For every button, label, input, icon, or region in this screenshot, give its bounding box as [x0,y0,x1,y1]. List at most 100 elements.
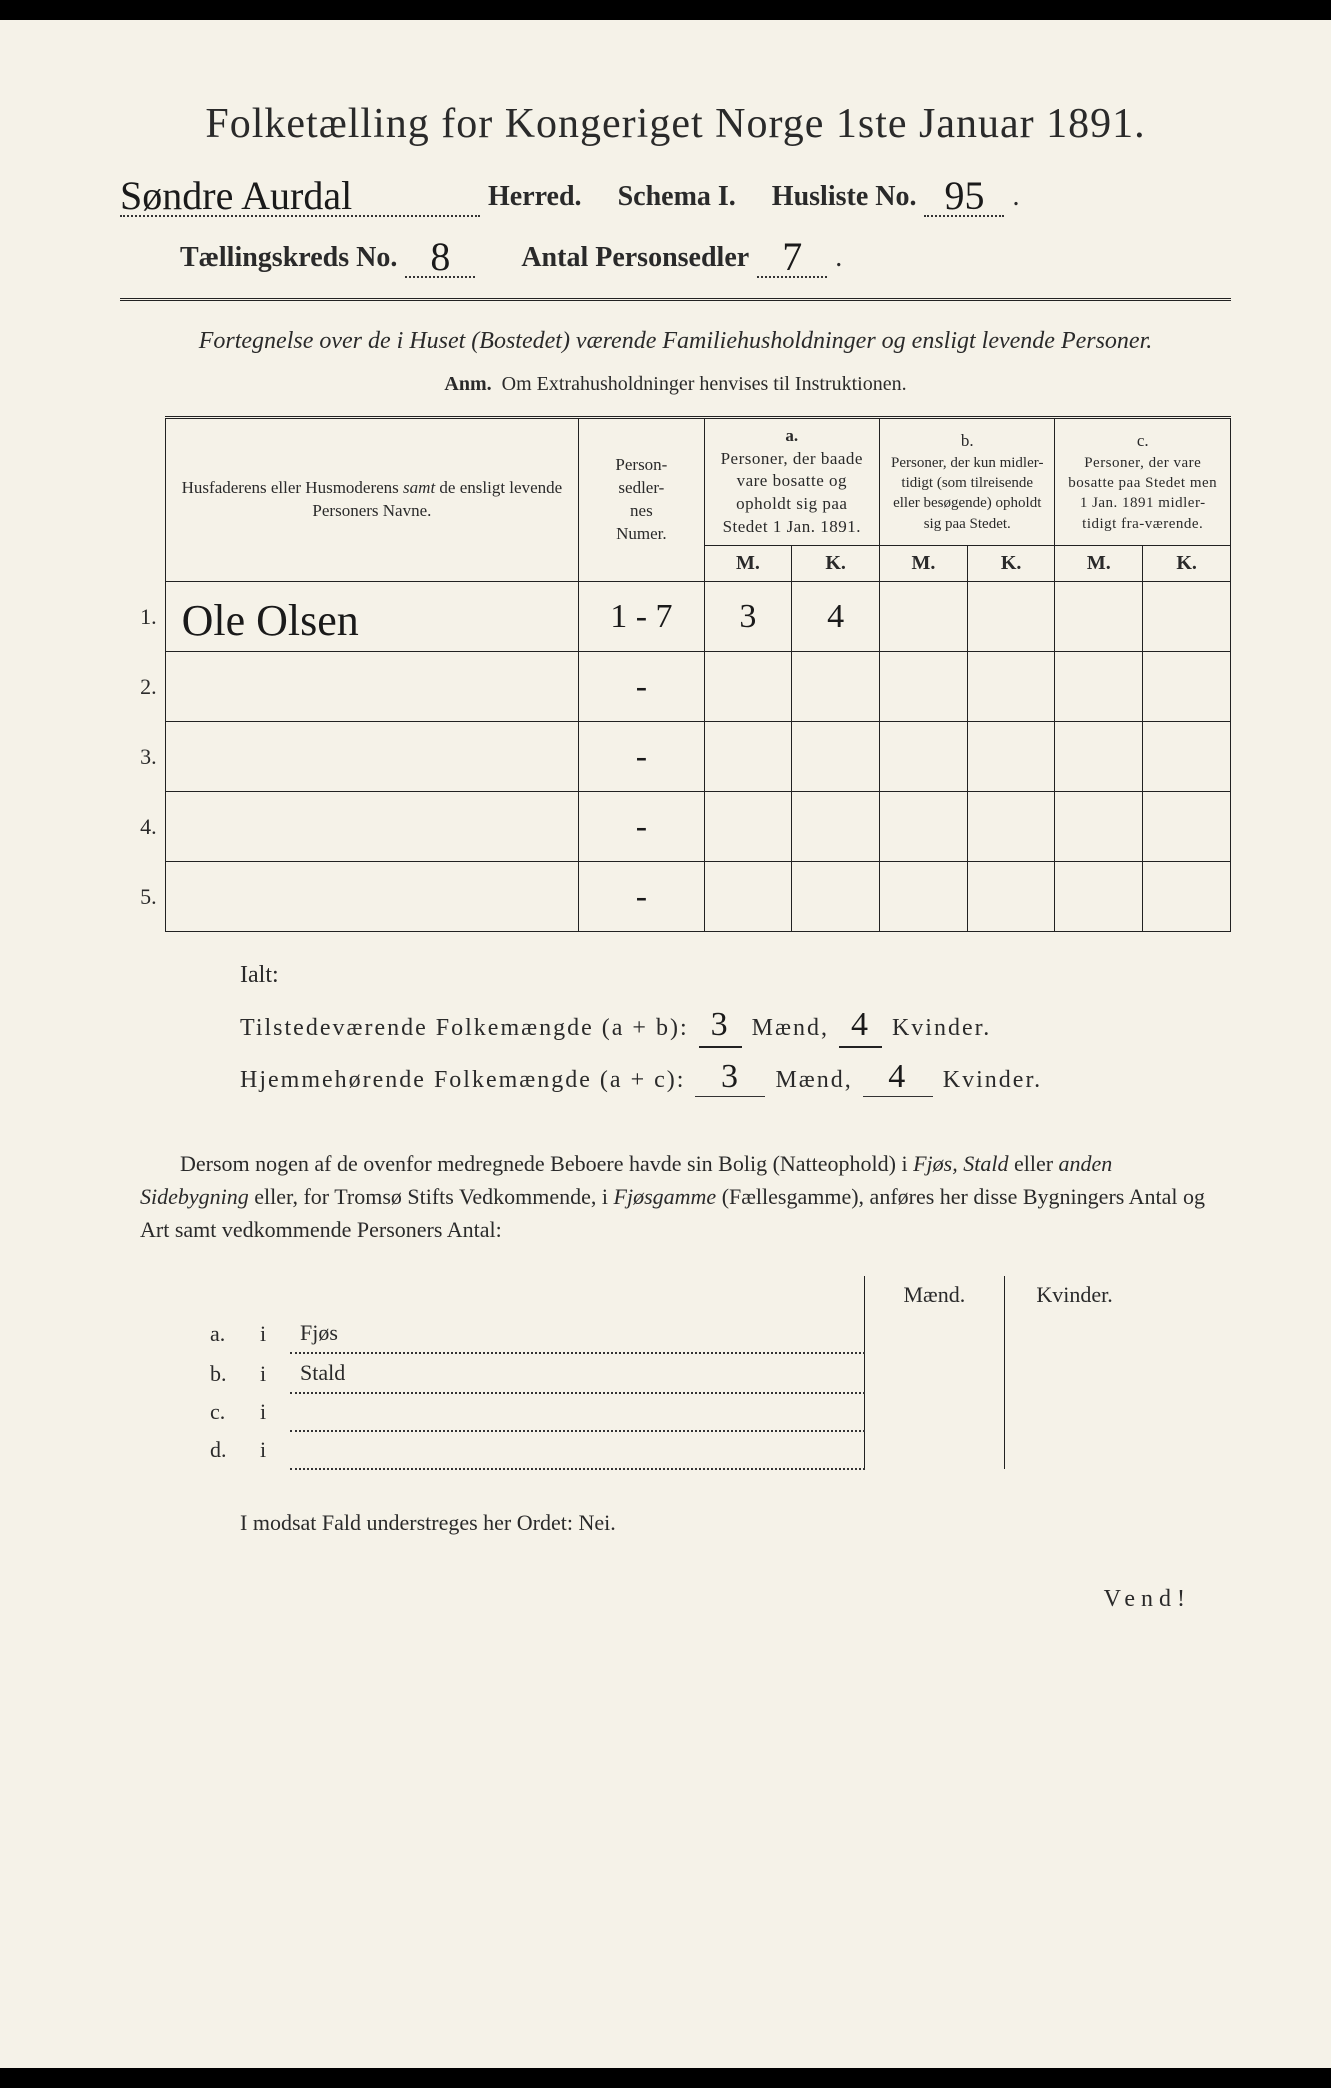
row-cM [1055,792,1143,862]
lodging-k [1004,1314,1144,1353]
personsedler-label: Antal Personsedler [521,242,749,274]
ialt-label: Ialt: [240,962,1231,989]
row-name: Ole Olsen [165,582,579,652]
row-number: 2. [120,652,165,722]
row-number: 5. [120,862,165,932]
divider [120,298,1231,301]
kreds-label: Tællingskreds No. [180,242,397,274]
lodging-i: i [250,1314,290,1353]
row-name [165,792,579,862]
col-c-m: M. [1055,546,1143,582]
row-name [165,722,579,792]
row-aM: 3 [704,582,792,652]
kvinder-label-1: Kvinder. [892,1015,991,1042]
row-bM [880,582,968,652]
row-number: 1. [120,582,165,652]
page-title: Folketælling for Kongeriget Norge 1ste J… [120,100,1231,148]
col-b-label: b. [888,430,1046,453]
col-b-text: Personer, der kun midler-tidigt (som til… [888,453,1046,534]
totals-row-ac: Hjemmehørende Folkemængde (a + c): 3 Mæn… [240,1058,1231,1097]
row-bK [967,582,1055,652]
subtitle: Fortegnelse over de i Huset (Bostedet) v… [180,325,1171,359]
lodging-head-m: Mænd. [864,1276,1004,1314]
col-b-m: M. [880,546,968,582]
col-names: Husfaderens eller Husmoderens samt de en… [182,478,563,520]
lodging-label [290,1431,864,1469]
table-row: 4.- [120,792,1231,862]
row-cK [1143,722,1231,792]
row-cK [1143,862,1231,932]
col-a-text: Personer, der baade vare bosatte og opho… [713,448,871,540]
header-line-2: Tællingskreds No. 8 Antal Personsedler 7… [120,229,1231,278]
col-c-k: K. [1143,546,1231,582]
husliste-label: Husliste No. [772,181,917,213]
row-aK: 4 [792,582,880,652]
kreds-value: 8 [430,233,450,280]
row-aK [792,652,880,722]
lodging-m [864,1353,1004,1393]
ab-m-value: 3 [699,1005,742,1048]
anm-line: Anm. Om Extrahusholdninger henvises til … [120,373,1231,396]
row-aM [704,862,792,932]
totals-ab-label: Tilstedeværende Folkemængde (a + b): [240,1015,689,1042]
row-number: 3. [120,722,165,792]
totals-block: Ialt: Tilstedeværende Folkemængde (a + b… [240,962,1231,1097]
lodging-key: b. [200,1353,250,1393]
row-bK [967,722,1055,792]
table-row: 1.Ole Olsen1 - 734 [120,582,1231,652]
anm-text: Om Extrahusholdninger henvises til Instr… [502,373,907,395]
row-bK [967,652,1055,722]
lodging-key: d. [200,1431,250,1469]
lodging-label [290,1393,864,1431]
anm-label: Anm. [444,373,491,395]
personsedler-value: 7 [782,233,802,280]
col-c: c. Personer, der vare bosatte paa Stedet… [1055,417,1231,546]
col-a-m: M. [704,546,792,582]
lodging-key: a. [200,1314,250,1353]
row-bM [880,652,968,722]
herred-value: Søndre Aurdal [120,172,352,219]
lodging-m [864,1314,1004,1353]
col-c-label: c. [1063,430,1222,453]
husliste-value: 95 [944,172,984,219]
col-a: a. Personer, der baade vare bosatte og o… [704,417,879,546]
nei-line: I modsat Fald understreges her Ordet: Ne… [240,1510,1231,1536]
row-numer: - [579,652,704,722]
lodging-head-k: Kvinder. [1004,1276,1144,1314]
row-cM [1055,862,1143,932]
row-cM [1055,652,1143,722]
col-b: b. Personer, der kun midler-tidigt (som … [880,417,1055,546]
kvinder-label-2: Kvinder. [943,1067,1042,1094]
ac-k-value: 4 [863,1058,933,1097]
table-row: 2. - [120,652,1231,722]
header-line-1: Søndre Aurdal Herred. Schema I. Husliste… [120,168,1231,217]
vend-label: Vend! [120,1586,1231,1613]
herred-label: Herred. [488,181,582,213]
row-aK [792,862,880,932]
ab-k-value: 4 [839,1005,882,1048]
row-aM [704,652,792,722]
row-cM [1055,582,1143,652]
lodging-key: c. [200,1393,250,1431]
lodging-row: c.i [200,1393,1144,1431]
row-bK [967,792,1055,862]
row-aK [792,792,880,862]
row-bM [880,862,968,932]
lodging-row: d.i [200,1431,1144,1469]
lodging-paragraph: Dersom nogen af de ovenfor medregnede Be… [140,1147,1211,1246]
table-row: 3. - [120,722,1231,792]
row-bM [880,792,968,862]
lodging-k [1004,1393,1144,1431]
row-cK [1143,792,1231,862]
row-aM [704,792,792,862]
ac-m-value: 3 [695,1058,765,1097]
totals-ac-label: Hjemmehørende Folkemængde (a + c): [240,1067,685,1094]
lodging-k [1004,1353,1144,1393]
totals-row-ab: Tilstedeværende Folkemængde (a + b): 3 M… [240,1005,1231,1048]
row-aM [704,722,792,792]
row-numer: - [579,722,704,792]
row-numer: - [579,862,704,932]
col-a-label: a. [713,425,871,448]
lodging-row: b.iStald [200,1353,1144,1393]
col-b-k: K. [967,546,1055,582]
